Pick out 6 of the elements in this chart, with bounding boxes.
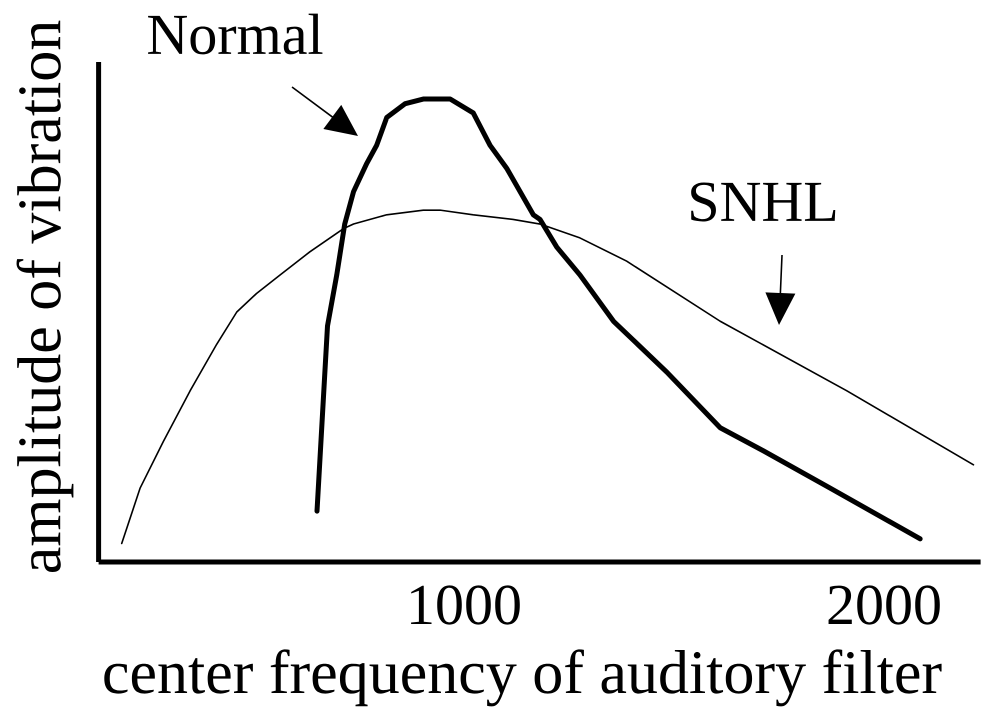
- series-label: SNHL: [691, 182, 836, 222]
- y-axis-title: amplitude of vibration: [16, 20, 74, 572]
- series-label: Normal: [148, 14, 322, 54]
- x-tick-label: 2000: [828, 585, 940, 625]
- x-tick-label: 1000: [411, 585, 520, 625]
- x-axis-title: center frequency of auditory filter: [104, 649, 942, 706]
